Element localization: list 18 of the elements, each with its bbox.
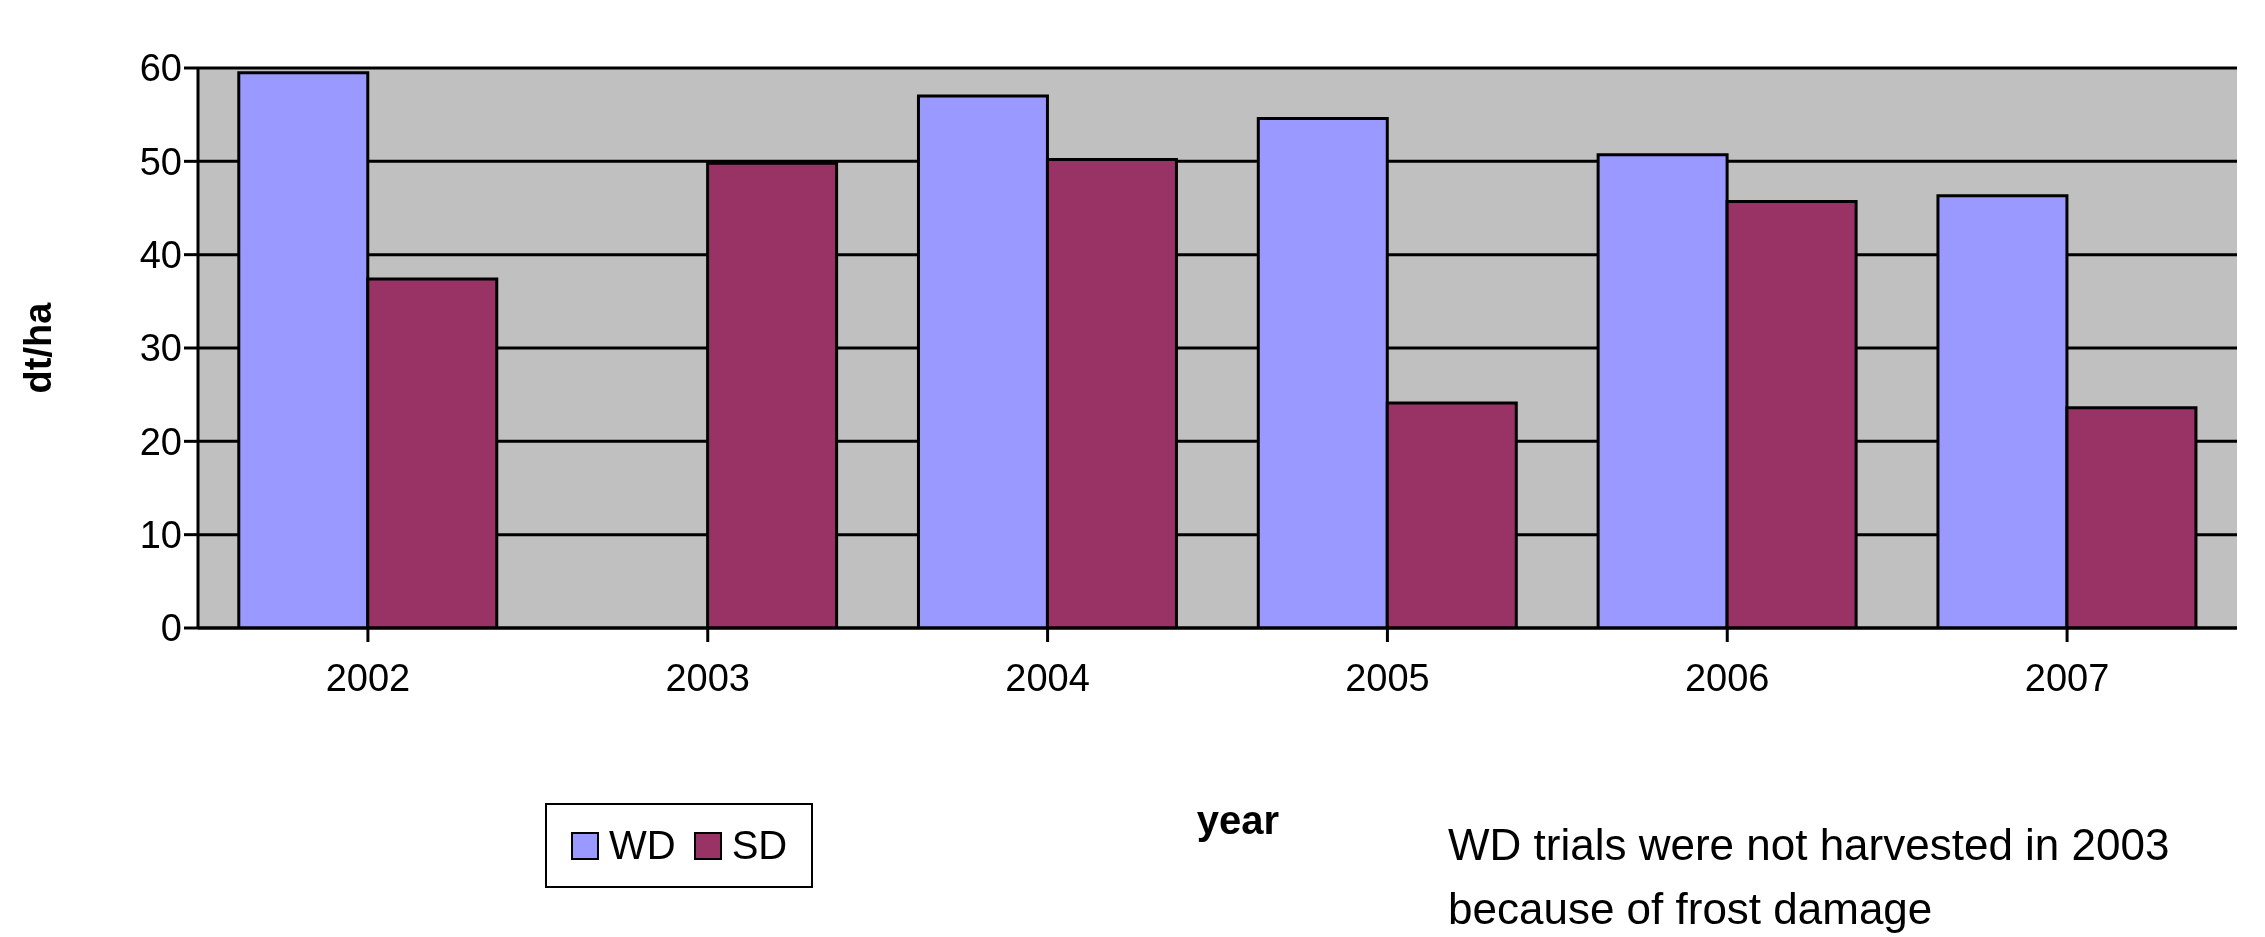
y-tick-label: 30 [139, 327, 182, 370]
legend-label: SD [731, 823, 788, 868]
y-tick-label: 40 [139, 234, 182, 277]
x-tick-label: 2006 [1684, 656, 1770, 699]
y-tick-label: 10 [139, 514, 182, 557]
y-tick-label: 20 [139, 420, 182, 463]
x-axis-title: year [1195, 798, 1281, 843]
text: WD trials were not harvested in 2003 because of frost damage [1448, 819, 2171, 935]
x-tick-label: 2003 [665, 656, 751, 699]
x-tick-label: 2005 [1345, 656, 1430, 699]
x-tick-label: 2004 [1005, 656, 1090, 699]
legend-label: WD [609, 823, 676, 868]
x-tick-label: 2002 [325, 656, 411, 699]
y-tick-label: 60 [139, 47, 182, 90]
x-tick-label: 2007 [2024, 656, 2110, 699]
y-tick-label: 0 [160, 607, 182, 650]
y-tick-label: 50 [139, 140, 182, 183]
y-axis-title: dt/ha [17, 301, 60, 394]
